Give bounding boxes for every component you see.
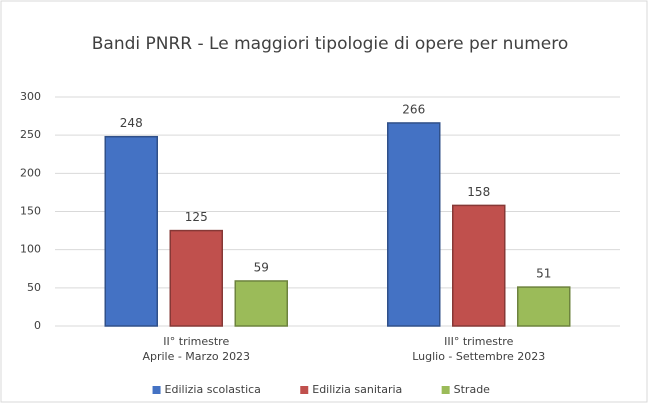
bar	[387, 122, 441, 327]
bar	[234, 280, 288, 327]
data-label: 158	[467, 185, 490, 199]
y-tick-label: 200	[20, 166, 41, 179]
bar	[169, 229, 223, 327]
y-tick-label: 0	[34, 319, 41, 332]
data-label: 59	[254, 260, 269, 274]
x-tick-label: Aprile - Marzo 2023	[142, 350, 250, 363]
data-label: 125	[185, 210, 208, 224]
x-tick-label: III° trimestre	[444, 335, 513, 348]
y-tick-label: 300	[20, 90, 41, 103]
y-tick-label: 250	[20, 128, 41, 141]
legend-label: Strade	[454, 383, 491, 396]
data-label: 248	[120, 116, 143, 130]
legend-swatch	[300, 386, 309, 394]
data-label: 266	[402, 102, 425, 116]
x-tick-label: II° trimestre	[163, 335, 229, 348]
chart-title: Bandi PNRR - Le maggiori tipologie di op…	[92, 34, 569, 54]
y-tick-label: 150	[20, 205, 41, 218]
legend-label: Edilizia scolastica	[165, 383, 261, 396]
legend-label: Edilizia sanitaria	[312, 383, 402, 396]
bar	[104, 135, 158, 327]
bar	[452, 204, 506, 327]
bar	[517, 286, 571, 327]
data-label: 51	[536, 267, 551, 281]
y-tick-label: 50	[27, 281, 41, 294]
legend-swatch	[441, 386, 450, 394]
legend-swatch	[152, 386, 161, 394]
x-tick-label: Luglio - Settembre 2023	[412, 350, 545, 363]
y-tick-label: 100	[20, 243, 41, 256]
